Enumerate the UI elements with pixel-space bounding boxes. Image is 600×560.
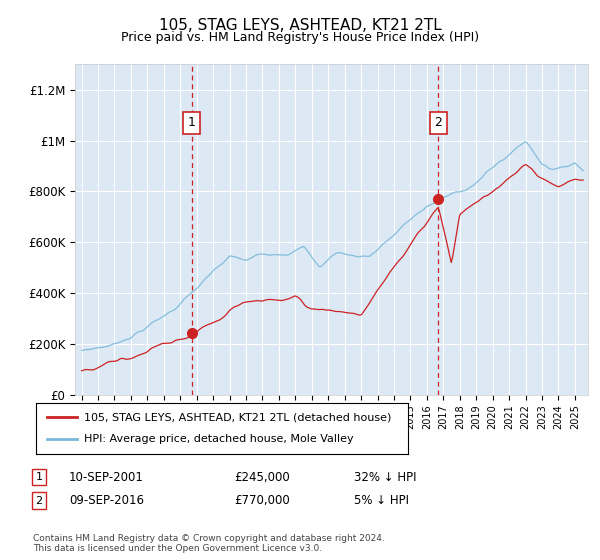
Text: 1: 1	[35, 472, 43, 482]
Text: 2: 2	[434, 116, 442, 129]
Text: 1: 1	[188, 116, 196, 129]
Text: £770,000: £770,000	[234, 494, 290, 507]
Text: 10-SEP-2001: 10-SEP-2001	[69, 470, 144, 484]
Text: Contains HM Land Registry data © Crown copyright and database right 2024.
This d: Contains HM Land Registry data © Crown c…	[33, 534, 385, 553]
Text: 105, STAG LEYS, ASHTEAD, KT21 2TL (detached house): 105, STAG LEYS, ASHTEAD, KT21 2TL (detac…	[85, 412, 392, 422]
Text: £245,000: £245,000	[234, 470, 290, 484]
Text: HPI: Average price, detached house, Mole Valley: HPI: Average price, detached house, Mole…	[85, 435, 354, 445]
Text: 32% ↓ HPI: 32% ↓ HPI	[354, 470, 416, 484]
Text: 09-SEP-2016: 09-SEP-2016	[69, 494, 144, 507]
Text: 2: 2	[35, 496, 43, 506]
Text: 5% ↓ HPI: 5% ↓ HPI	[354, 494, 409, 507]
Text: 105, STAG LEYS, ASHTEAD, KT21 2TL: 105, STAG LEYS, ASHTEAD, KT21 2TL	[158, 18, 442, 33]
Text: Price paid vs. HM Land Registry's House Price Index (HPI): Price paid vs. HM Land Registry's House …	[121, 31, 479, 44]
